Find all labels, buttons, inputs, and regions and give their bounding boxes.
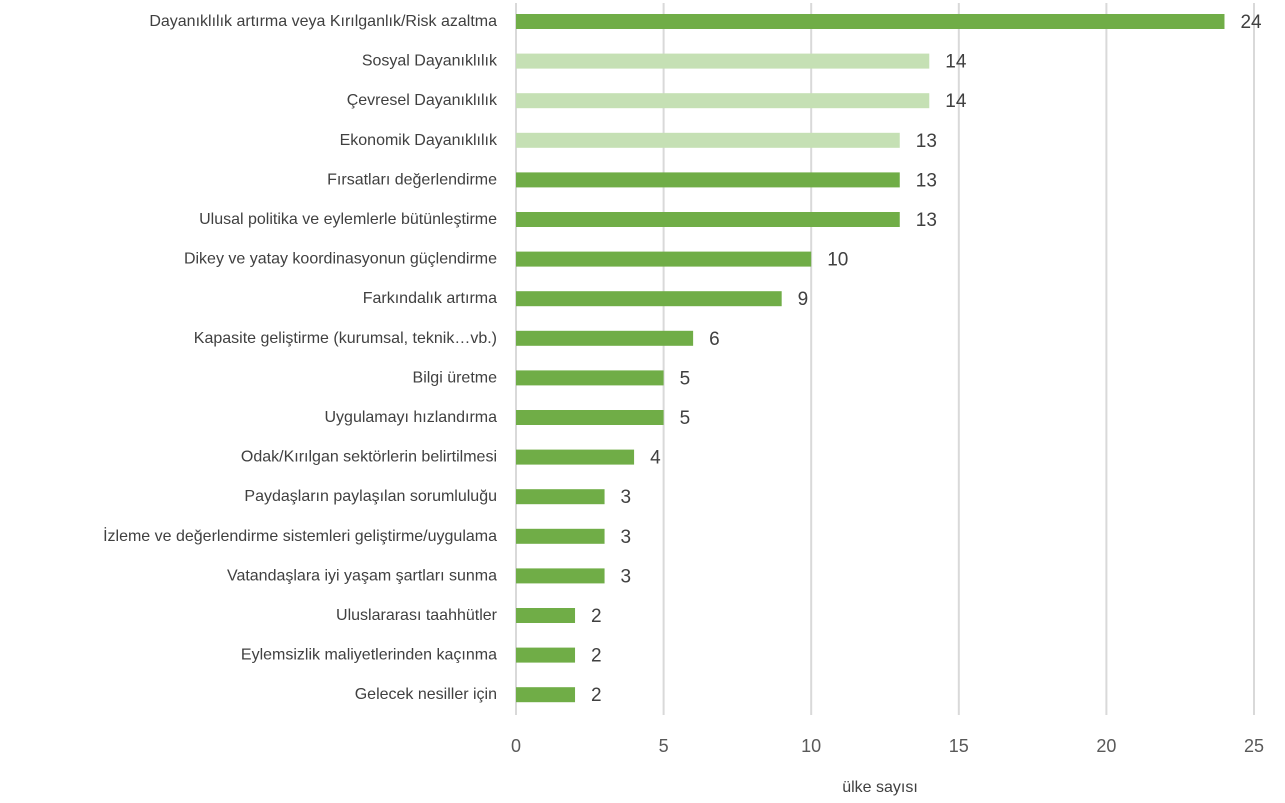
x-axis-title: ülke sayısı [842, 779, 918, 796]
category-label: Ulusal politika ve eylemlerle bütünleşti… [199, 211, 497, 228]
bar [516, 608, 576, 623]
bars [516, 14, 1225, 703]
bar [516, 687, 576, 703]
category-label: Bilgi üretme [413, 369, 498, 386]
value-label: 14 [945, 91, 967, 112]
bar [516, 14, 1225, 29]
category-label: Çevresel Dayanıklılık [347, 92, 498, 109]
x-tick-label: 15 [949, 736, 969, 756]
bar [516, 53, 930, 69]
bar [516, 172, 900, 188]
category-label: Gelecek nesiller için [355, 686, 497, 703]
bar [516, 330, 694, 346]
bar [516, 568, 605, 584]
category-label: Kapasite geliştirme (kurumsal, teknik…vb… [194, 330, 497, 347]
category-label: Vatandaşlara iyi yaşam şartları sunma [227, 567, 497, 584]
bar [516, 449, 635, 465]
value-label: 3 [621, 527, 632, 548]
x-tick-label: 20 [1096, 736, 1116, 756]
value-label: 2 [591, 606, 602, 627]
bar [516, 370, 664, 386]
value-label: 14 [945, 52, 967, 73]
bar [516, 93, 930, 109]
value-label: 13 [916, 170, 937, 191]
category-label: Farkındalık artırma [363, 290, 497, 307]
value-label: 3 [621, 566, 632, 587]
bar [516, 291, 782, 307]
category-label: Uluslararası taahhütler [336, 607, 498, 624]
category-label: Sosyal Dayanıklılık [362, 53, 498, 70]
bar [516, 410, 664, 425]
x-tick-label: 10 [801, 736, 821, 756]
value-label: 2 [591, 646, 602, 667]
value-label: 24 [1240, 12, 1262, 33]
bar [516, 212, 900, 227]
category-label: Dikey ve yatay koordinasyonun güçlendirm… [184, 251, 497, 268]
category-label: Uygulamayı hızlandırma [324, 409, 497, 426]
value-label: 13 [916, 210, 937, 231]
value-label: 5 [680, 368, 691, 389]
value-label: 5 [680, 408, 691, 429]
bar [516, 132, 900, 148]
category-labels: Dayanıklılık artırma veya Kırılganlık/Ri… [103, 13, 498, 703]
bar [516, 528, 605, 544]
value-label: 2 [591, 685, 602, 706]
gridlines [515, 3, 1255, 715]
value-label: 10 [827, 250, 848, 271]
x-axis-tick-labels: 0 5 10 15 20 25 [511, 736, 1264, 756]
value-label: 13 [916, 131, 937, 152]
bar [516, 647, 576, 663]
x-tick-label: 5 [659, 736, 669, 756]
category-label: Ekonomik Dayanıklılık [340, 132, 498, 149]
category-label: Paydaşların paylaşılan sorumluluğu [244, 488, 497, 505]
category-label: Odak/Kırılgan sektörlerin belirtilmesi [241, 449, 497, 466]
value-label: 4 [650, 448, 661, 469]
bar [516, 251, 812, 267]
category-label: Eylemsizlik maliyetlerinden kaçınma [241, 647, 497, 664]
category-label: Fırsatları değerlendirme [327, 171, 497, 188]
value-label: 9 [798, 289, 809, 310]
x-tick-label: 25 [1244, 736, 1264, 756]
bar [516, 489, 605, 505]
value-label: 6 [709, 329, 720, 350]
category-label: Dayanıklılık artırma veya Kırılganlık/Ri… [149, 13, 497, 30]
value-label: 3 [621, 487, 632, 508]
category-label: İzleme ve değerlendirme sistemleri geliş… [103, 526, 497, 545]
x-tick-label: 0 [511, 736, 521, 756]
